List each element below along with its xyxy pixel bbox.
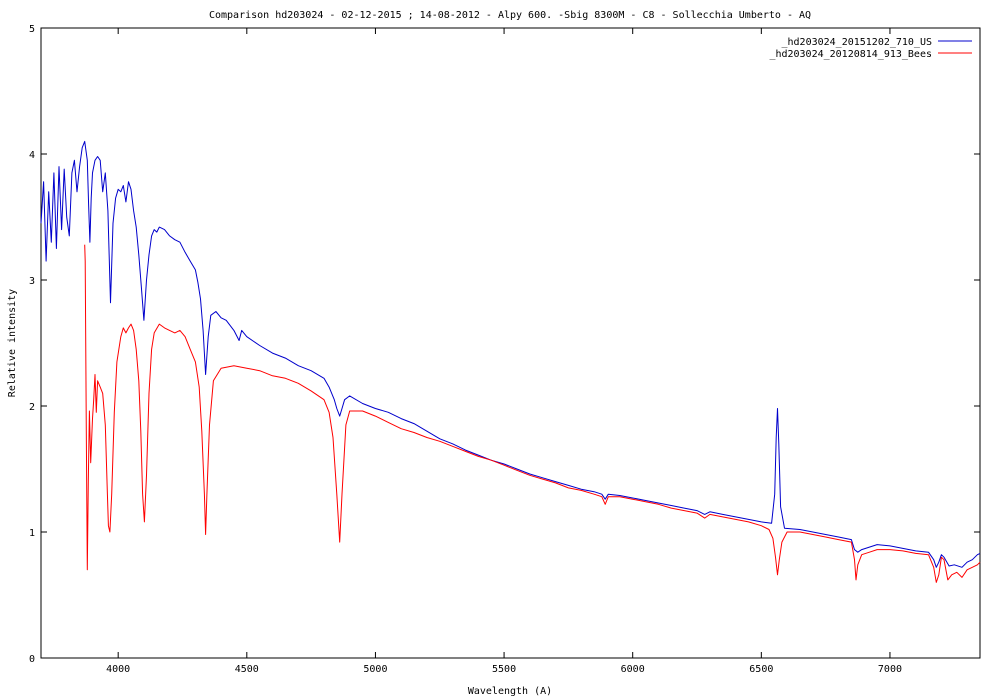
- y-tick-label: 2: [29, 402, 35, 413]
- x-tick-label: 6500: [749, 664, 773, 675]
- x-tick-label: 5500: [492, 664, 516, 675]
- legend-label-1: _hd203024_20151202_710_US: [781, 37, 932, 48]
- x-axis-label: Wavelength (A): [468, 686, 552, 697]
- x-tick-label: 6000: [621, 664, 645, 675]
- plot-frame: [40, 27, 981, 659]
- x-tick-label: 7000: [878, 664, 902, 675]
- y-tick-label: 4: [29, 150, 35, 161]
- series-layer: [40, 140, 981, 583]
- series-line-2: [84, 244, 981, 583]
- y-tick-label: 1: [29, 528, 35, 539]
- legend-label-2: _hd203024_20120814_913_Bees: [769, 49, 932, 60]
- x-tick-label: 4500: [235, 664, 259, 675]
- x-tick-label: 4000: [106, 664, 130, 675]
- series-line-1: [40, 140, 981, 568]
- legend: _hd203024_20151202_710_US_hd203024_20120…: [769, 37, 972, 60]
- axis-ticks: 4000 4500 5000 5500 6000 6500 7000 0 1 2 3 4 5: [29, 24, 980, 675]
- y-tick-label: 3: [29, 276, 35, 287]
- y-tick-label: 0: [29, 654, 35, 665]
- y-axis-label: Relative intensity: [7, 289, 18, 397]
- y-tick-label: 5: [29, 24, 35, 35]
- chart-title: Comparison hd203024 - 02-12-2015 ; 14-08…: [209, 10, 811, 21]
- x-tick-label: 5000: [363, 664, 387, 675]
